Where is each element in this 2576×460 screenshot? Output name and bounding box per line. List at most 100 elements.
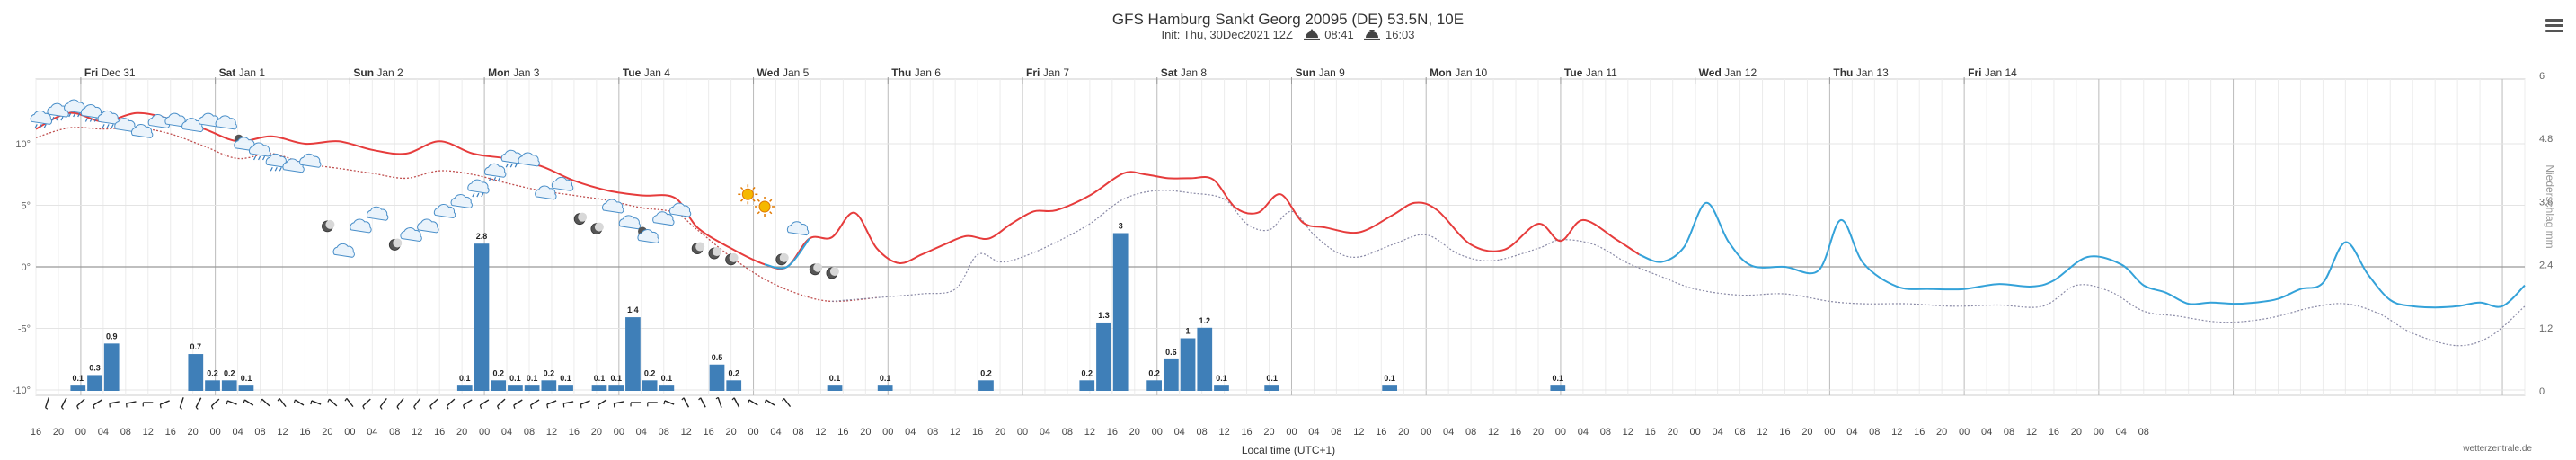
cloud-shape [467, 179, 490, 194]
hour-tick-label: 00 [614, 427, 624, 438]
wind-shaft [513, 399, 523, 406]
precip-value-label: 1.4 [627, 305, 639, 314]
wind-shaft [93, 399, 102, 406]
hour-tick-label: 20 [1398, 427, 1409, 438]
moon-shade [813, 262, 823, 272]
precip-value-label: 0.1 [1266, 374, 1278, 383]
temperature-line-cold [1638, 201, 2526, 309]
wind-shaft [226, 400, 237, 405]
wind-feather [93, 404, 95, 410]
hour-tick-label: 04 [501, 427, 512, 438]
wind-barb [429, 398, 438, 410]
cloud-shape [786, 221, 810, 236]
cloud-icon [282, 158, 305, 173]
rain-drop [102, 124, 105, 128]
moon-shade [578, 212, 588, 222]
wind-barb [260, 398, 270, 407]
hour-tick-label: 04 [367, 427, 377, 438]
hour-tick-label: 08 [792, 427, 803, 438]
wind-feather [513, 404, 516, 410]
x-axis-label: Local time (UTC+1) [1242, 444, 1335, 456]
cloud-shape [299, 153, 322, 168]
hour-tick-label: 12 [1757, 427, 1767, 438]
rain-drop [476, 192, 480, 198]
wind-barb [142, 402, 154, 407]
wind-shaft [683, 397, 690, 408]
cloud-icon [400, 227, 422, 243]
wind-shaft [60, 397, 67, 408]
hour-tick-label: 08 [254, 427, 265, 438]
cloud-shape [234, 137, 256, 152]
wind-barb [546, 400, 557, 409]
sunrise-time: 08:41 [1324, 28, 1354, 41]
hour-tick-label: 20 [995, 427, 1005, 438]
wind-feather [715, 396, 719, 400]
rain-drop [73, 112, 76, 118]
wind-feather [195, 406, 199, 410]
hour-tick-label: 16 [1241, 427, 1252, 438]
rain-cloud-icon [500, 149, 524, 168]
hour-tick-label: 04 [636, 427, 647, 438]
precip-bar [205, 380, 220, 391]
moon-shade [779, 252, 789, 262]
precip-bar [1382, 385, 1398, 391]
wind-shaft [733, 397, 740, 408]
sun-disc [741, 188, 754, 200]
wind-barb [293, 399, 305, 406]
rain-drop [39, 124, 42, 128]
day-label: Mon Jan 10 [1430, 66, 1487, 79]
wind-shaft [379, 397, 387, 408]
precip-bar [877, 385, 893, 391]
y-left-tick-label: -10° [13, 385, 31, 396]
wind-barb [529, 399, 540, 410]
wind-feather [362, 405, 365, 410]
hamburger-menu-icon[interactable] [2545, 16, 2563, 35]
wind-feather [226, 400, 228, 405]
cloud-shape [64, 99, 86, 114]
y-axes: 10° 5° 0° -5° -10° 6 4.8 3.6 2.4 1.2 0 [13, 71, 2554, 397]
hour-tick-label: 12 [681, 427, 692, 438]
wind-shaft [497, 398, 506, 407]
precip-value-label: 1 [1186, 327, 1191, 336]
wind-shaft [563, 401, 574, 404]
cloud-icon [652, 211, 675, 226]
precip-bar [1112, 233, 1129, 391]
moon-disc [775, 253, 788, 266]
cloud-icon [551, 176, 574, 191]
wind-shaft [717, 397, 722, 408]
wind-feather [580, 403, 582, 409]
precip-value-label: 0.5 [712, 353, 723, 362]
rain-drop [77, 112, 81, 118]
moon-icon [322, 219, 335, 233]
wind-shaft [261, 398, 270, 407]
cloud-shape [198, 112, 221, 128]
cloud-shape [47, 102, 69, 118]
wind-feather [529, 404, 533, 410]
sun-ray [757, 211, 760, 215]
precip-value-label: 0.1 [610, 374, 622, 383]
day-label: Fri Dec 31 [84, 66, 136, 79]
hour-tick-label: 04 [1981, 427, 1992, 438]
precip-bar [508, 385, 523, 391]
cloud-shape [535, 185, 557, 200]
cloud-shape [248, 142, 271, 157]
day-label: Mon Jan 3 [488, 66, 540, 79]
moon-shade [695, 242, 705, 252]
temperature-line-subzero [764, 237, 810, 270]
cloud-shape [114, 118, 137, 133]
hour-tick-label: 16 [972, 427, 983, 438]
sunset-time: 16:03 [1385, 28, 1415, 41]
hour-tick-label: 08 [1465, 427, 1476, 438]
hour-tick-label: 20 [456, 427, 467, 438]
hour-tick-label: 08 [1734, 427, 1745, 438]
weather-icons [30, 99, 839, 279]
wind-shaft [530, 399, 540, 406]
hour-tick-label: 08 [1331, 427, 1341, 438]
hour-tick-label: 08 [389, 427, 400, 438]
moon-icon [725, 252, 739, 266]
y-right-tick-label: 3.6 [2539, 197, 2553, 208]
precip-value-label: 0.1 [1553, 374, 1564, 383]
hour-tick-label: 00 [2094, 427, 2104, 438]
wind-barb [195, 397, 202, 410]
init-time: Init: Thu, 30Dec2021 12Z [1161, 28, 1293, 41]
